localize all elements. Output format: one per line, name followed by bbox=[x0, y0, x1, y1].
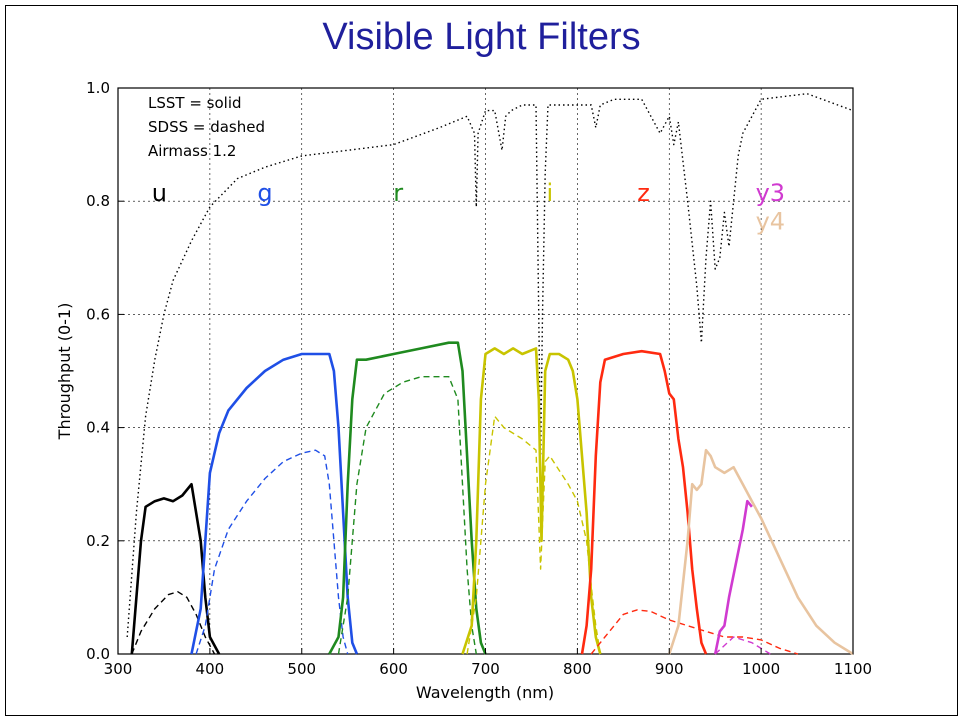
band-label: u bbox=[152, 179, 167, 207]
y-tick-label: 0.0 bbox=[86, 645, 110, 663]
y-tick-label: 1.0 bbox=[86, 79, 110, 97]
y-tick-label: 0.2 bbox=[86, 532, 110, 550]
x-tick-label: 800 bbox=[563, 660, 592, 678]
y-tick-label: 0.8 bbox=[86, 192, 110, 210]
note-line-3: Airmass 1.2 bbox=[148, 142, 236, 160]
x-tick-label: 700 bbox=[471, 660, 500, 678]
x-tick-label: 500 bbox=[287, 660, 316, 678]
x-axis-label: Wavelength (nm) bbox=[416, 683, 554, 702]
x-tick-label: 1100 bbox=[834, 660, 872, 678]
band-label: y4 bbox=[756, 208, 785, 236]
x-tick-label: 900 bbox=[655, 660, 684, 678]
y-tick-label: 0.4 bbox=[86, 419, 110, 437]
band-label: g bbox=[257, 179, 272, 207]
band-label: y3 bbox=[756, 179, 785, 207]
x-tick-label: 1000 bbox=[742, 660, 780, 678]
note-line-1: LSST = solid bbox=[148, 94, 242, 112]
note-line-2: SDSS = dashed bbox=[148, 118, 265, 136]
band-label: r bbox=[393, 179, 403, 207]
x-tick-label: 400 bbox=[196, 660, 225, 678]
y-axis-label: Throughput (0-1) bbox=[55, 303, 74, 441]
band-label: i bbox=[546, 179, 553, 207]
band-label: z bbox=[637, 179, 650, 207]
y-tick-label: 0.6 bbox=[86, 305, 110, 323]
x-tick-label: 600 bbox=[379, 660, 408, 678]
